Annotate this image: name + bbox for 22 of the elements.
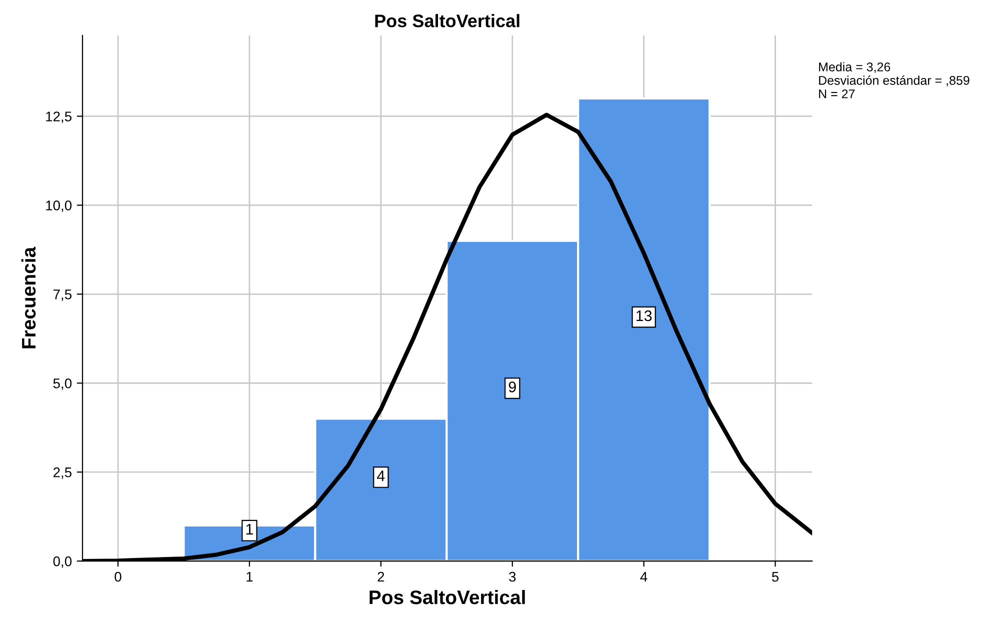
y-tick-label: 10,0 xyxy=(46,200,72,212)
chart-title: Pos SaltoVertical xyxy=(375,14,520,28)
data-label: 1 xyxy=(246,524,253,535)
x-tick-label: 4 xyxy=(640,572,648,582)
text: N = 27 xyxy=(819,89,855,98)
x-axis-title: Pos SaltoVertical xyxy=(370,590,525,604)
y-tick-label: 0,0 xyxy=(53,556,72,568)
data-label: 9 xyxy=(508,382,516,392)
x-tick-label: 0 xyxy=(114,572,122,582)
y-tick-label: 2,5 xyxy=(53,467,72,479)
y-axis-title: Frecuencia xyxy=(21,246,36,348)
x-tick-label: 5 xyxy=(772,572,779,582)
y-tick-label: 7,5 xyxy=(53,290,72,301)
text: Media = 3,26 xyxy=(819,62,890,73)
text: Desviación estándar = ,859 xyxy=(819,76,970,86)
data-label: 13 xyxy=(636,310,652,322)
x-tick-label: 1 xyxy=(246,572,253,582)
data-label: 4 xyxy=(377,470,385,482)
x-tick-label: 2 xyxy=(378,572,384,582)
x-tick-label: 3 xyxy=(509,572,516,582)
y-tick-label: 5,0 xyxy=(53,378,72,390)
y-tick-label: 12,5 xyxy=(46,112,72,124)
